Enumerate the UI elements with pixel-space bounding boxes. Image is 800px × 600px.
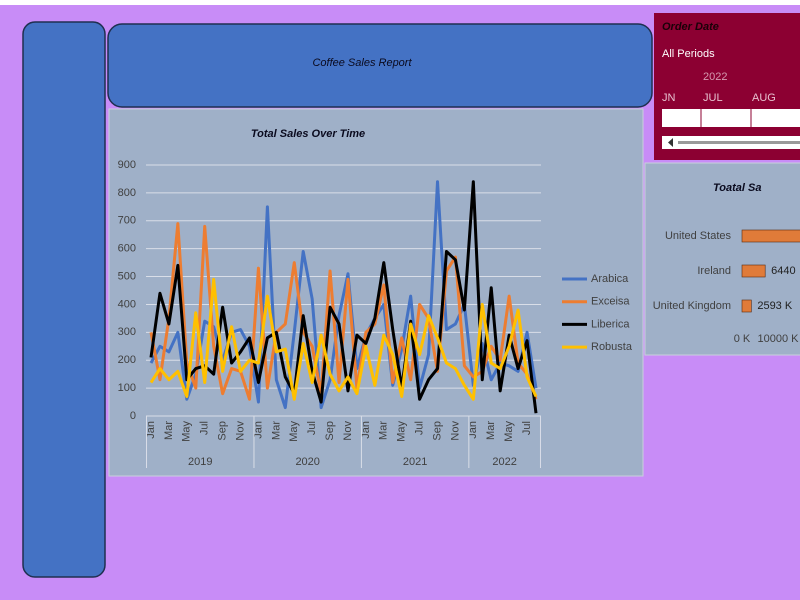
x-tick-label: Jan [252,421,264,439]
x-tick-label: Mar [270,421,282,440]
x-group-label: 2019 [188,456,212,468]
x-tick-label: Nov [449,421,461,441]
x-group-label: 2022 [492,456,516,468]
x-tick-label: Sep [217,421,229,441]
x-tick-label: Mar [485,421,497,440]
y-tick-label: 800 [118,187,136,199]
header-box [107,23,653,108]
y-tick-label: 300 [118,326,136,338]
value-label: 2593 K [757,300,793,312]
x-group-label: 2021 [403,456,427,468]
y-tick-label: 600 [118,243,136,255]
timeline-month[interactable]: JN [662,92,676,104]
bar [741,229,800,243]
y-tick-label: 400 [118,298,136,310]
y-tick-label: 100 [118,382,136,394]
x-tick-label: Mar [163,421,175,440]
x-tick-label: Jan [360,421,372,439]
x-tick-label: Sep [431,421,443,441]
x-tick-label: Sep [324,421,336,441]
timeline-month[interactable]: AUG [752,92,776,104]
series-line [149,180,538,414]
x-tick-label: May [396,421,408,442]
y-tick-label: 700 [118,215,136,227]
line-chart-panel [108,108,644,477]
timeline-bar[interactable] [662,109,800,127]
chart-title: Total Sales Over Time [251,128,365,140]
report-title: Coffee Sales Report [312,57,412,69]
y-tick-label: 0 [130,410,136,422]
x-tick-label: Nov [234,421,246,441]
scroll-arrow[interactable] [668,138,673,147]
timeline-selection[interactable]: All Periods [662,48,715,60]
x-tick-label: Jan [145,421,157,439]
series-line [149,180,538,410]
series-line [149,277,538,401]
legend-label: Robusta [591,341,633,353]
bar [741,299,752,313]
legend-label: Arabica [591,273,629,285]
legend-label: Liberica [591,318,630,330]
top-strip [0,0,800,5]
x-tick-label: 0 K [734,333,751,345]
y-tick-label: United Kingdom [653,300,731,312]
timeline-title: Order Date [662,21,719,33]
x-tick-label: Jan [467,421,479,439]
x-tick-label: Jul [306,421,318,435]
x-tick-label: Jul [521,421,533,435]
y-tick-label: Ireland [697,265,731,277]
x-tick-label: Nov [342,421,354,441]
x-tick-label: Jul [199,421,211,435]
x-tick-label: May [288,421,300,442]
x-tick-label: Jul [414,421,426,435]
y-tick-label: United States [665,230,732,242]
legend-label: Exceisa [591,296,630,308]
x-tick-label: May [503,421,515,442]
value-label: 6440 [771,265,795,277]
y-tick-label: 200 [118,354,136,366]
bar [741,264,766,278]
timeline-month[interactable]: JUL [703,92,723,104]
chart-title: Toatal Sa [713,182,762,194]
y-tick-label: 900 [118,159,136,171]
x-tick-label: May [181,421,193,442]
timeline-year: 2022 [703,71,727,83]
sidebar [22,21,106,578]
x-group-label: 2020 [295,456,319,468]
bar-chart-panel [644,162,800,356]
x-tick-label: Mar [378,421,390,440]
timeline-panel [654,13,800,160]
y-tick-label: 500 [118,270,136,282]
x-tick-label: 10000 K [758,333,800,345]
